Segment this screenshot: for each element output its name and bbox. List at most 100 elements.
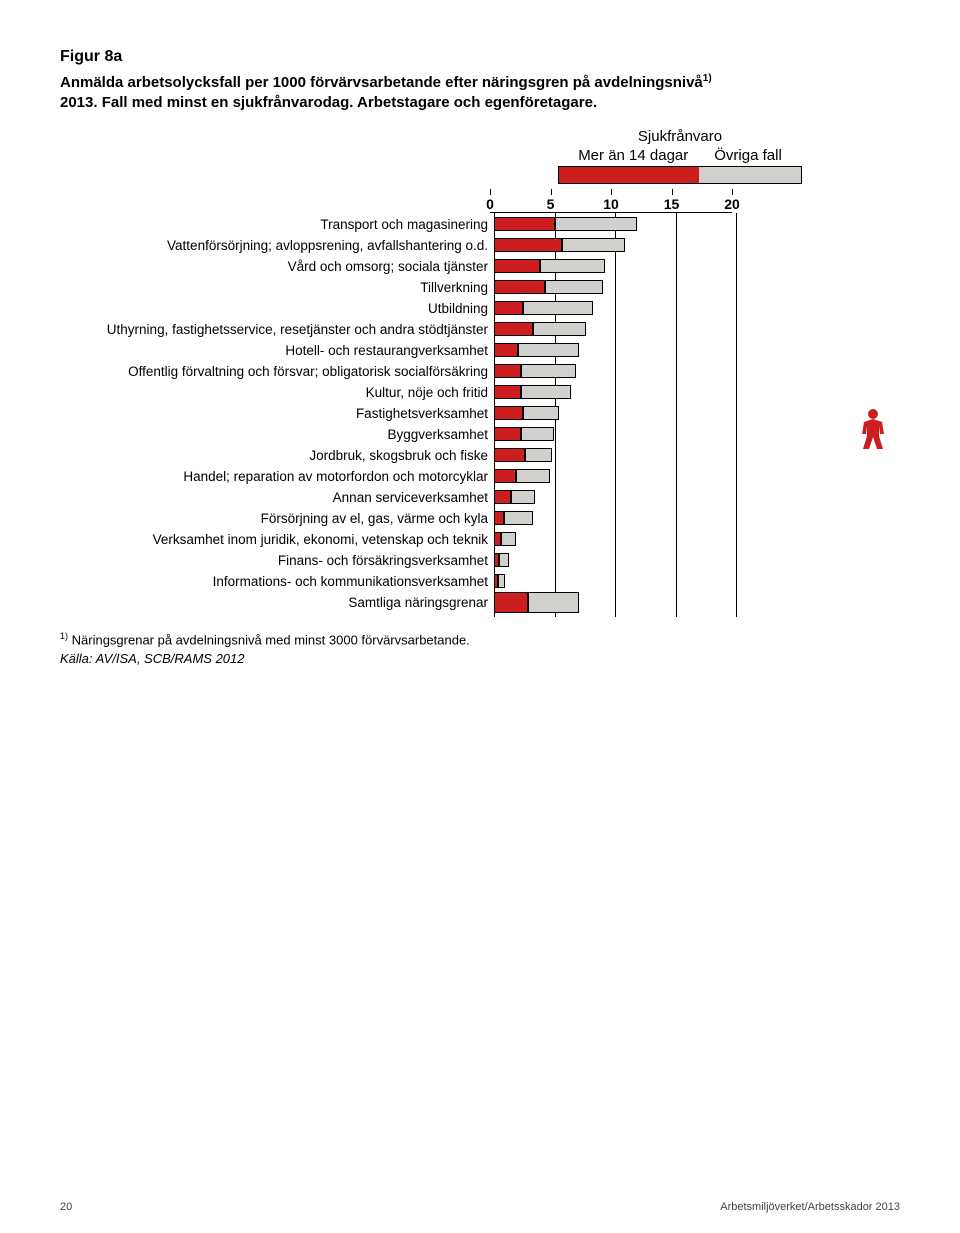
gridline — [676, 213, 677, 235]
bar-segment-gray — [518, 343, 579, 357]
gridline — [615, 588, 616, 617]
gridline — [676, 528, 677, 550]
bar-segment-red — [494, 448, 525, 462]
gridline — [555, 444, 556, 466]
row-bars — [494, 301, 736, 315]
gridline — [555, 423, 556, 445]
category-row: Tillverkning — [60, 277, 900, 298]
gridline — [736, 318, 737, 340]
row-label: Vattenförsörjning; avloppsrening, avfall… — [60, 238, 494, 253]
axis-tick-label: 20 — [724, 196, 740, 212]
bar-segment-red — [494, 301, 523, 315]
axis-tick-label: 5 — [547, 196, 555, 212]
row-label: Handel; reparation av motorfordon och mo… — [60, 469, 494, 484]
category-row: Offentlig förvaltning och försvar; oblig… — [60, 361, 900, 382]
category-row: Transport och magasinering — [60, 214, 900, 235]
row-bars — [494, 574, 736, 588]
x-axis: 05101520 — [490, 190, 732, 214]
row-bars — [494, 427, 736, 441]
page-footer: 20 Arbetsmiljöverket/Arbetsskador 2013 — [60, 1201, 900, 1213]
gridline — [615, 402, 616, 424]
bar-segment-gray — [540, 259, 605, 273]
row-label: Verksamhet inom juridik, ekonomi, vetens… — [60, 532, 494, 547]
chart-rows: Transport och magasinering Vattenförsörjn… — [60, 214, 900, 613]
row-bars — [494, 406, 736, 420]
category-row: Informations- och kommunikationsverksamh… — [60, 571, 900, 592]
gridline — [676, 549, 677, 571]
gridline — [736, 465, 737, 487]
figure-desc-sup: 1) — [703, 73, 712, 84]
gridline — [615, 255, 616, 277]
row-bars — [494, 469, 736, 483]
figure-number: Figur 8a — [60, 48, 900, 66]
category-row: Verksamhet inom juridik, ekonomi, vetens… — [60, 529, 900, 550]
row-label: Jordbruk, skogsbruk och fiske — [60, 448, 494, 463]
bar-segment-red — [494, 490, 511, 504]
page: Figur 8a Anmälda arbetsolycksfall per 10… — [0, 0, 960, 1233]
legend-swatches — [558, 166, 802, 184]
gridline — [615, 423, 616, 445]
gridline — [676, 360, 677, 382]
row-label: Informations- och kommunikationsverksamh… — [60, 574, 494, 589]
row-bars — [494, 448, 736, 462]
row-label: Försörjning av el, gas, värme och kyla — [60, 511, 494, 526]
gridline — [615, 444, 616, 466]
legend-label-red: Mer än 14 dagar — [578, 147, 688, 164]
axis-tick-label: 15 — [664, 196, 680, 212]
category-row: Utbildning — [60, 298, 900, 319]
gridline — [736, 528, 737, 550]
bar-segment-gray — [523, 301, 593, 315]
gridline — [736, 381, 737, 403]
gridline — [676, 588, 677, 617]
bar-segment-red — [494, 217, 555, 231]
row-bars — [494, 217, 736, 231]
total-row: Samtliga näringsgrenar — [60, 592, 900, 613]
bar-segment-gray — [521, 385, 572, 399]
gridline — [615, 507, 616, 529]
bar-segment-gray — [501, 532, 516, 546]
bar-segment-gray — [545, 280, 603, 294]
gridline — [676, 297, 677, 319]
axis-tick — [672, 189, 673, 195]
source-line: Källa: AV/ISA, SCB/RAMS 2012 — [60, 651, 900, 666]
category-row: Handel; reparation av motorfordon och mo… — [60, 466, 900, 487]
bar-segment-gray — [504, 511, 533, 525]
gridline — [676, 423, 677, 445]
bar-segment-red — [494, 532, 501, 546]
bar-segment-gray — [523, 406, 559, 420]
gridline — [555, 528, 556, 550]
gridline — [555, 549, 556, 571]
gridline — [555, 507, 556, 529]
row-label: Kultur, nöje och fritid — [60, 385, 494, 400]
gridline — [615, 465, 616, 487]
axis-tick — [551, 189, 552, 195]
gridline — [736, 234, 737, 256]
bar-segment-gray — [528, 592, 579, 613]
gridline — [615, 486, 616, 508]
row-bars — [494, 364, 736, 378]
chart: Sjukfrånvaro Mer än 14 dagar Övriga fall… — [60, 128, 900, 613]
row-label: Samtliga näringsgrenar — [60, 595, 494, 610]
footnote: 1) Näringsgrenar på avdelningsnivå med m… — [60, 631, 900, 647]
bar-segment-gray — [511, 490, 535, 504]
figure-description: Anmälda arbetsolycksfall per 1000 förvär… — [60, 72, 900, 114]
legend-title: Sjukfrånvaro — [460, 128, 900, 145]
row-label: Annan serviceverksamhet — [60, 490, 494, 505]
bar-segment-red — [494, 280, 545, 294]
gridline — [736, 444, 737, 466]
row-bars — [494, 259, 736, 273]
legend-label-gray: Övriga fall — [714, 147, 782, 164]
bar-segment-gray — [521, 427, 555, 441]
gridline — [676, 507, 677, 529]
gridline — [676, 402, 677, 424]
bar-segment-gray — [521, 364, 577, 378]
gridline — [615, 276, 616, 298]
footer-right: Arbetsmiljöverket/Arbetsskador 2013 — [720, 1201, 900, 1213]
gridline — [615, 297, 616, 319]
legend-swatch-red — [559, 167, 699, 183]
row-label: Transport och magasinering — [60, 217, 494, 232]
row-bars — [494, 280, 736, 294]
figure-desc-line1: Anmälda arbetsolycksfall per 1000 förvär… — [60, 74, 703, 91]
category-row: Vård och omsorg; sociala tjänster — [60, 256, 900, 277]
bar-segment-gray — [498, 574, 505, 588]
